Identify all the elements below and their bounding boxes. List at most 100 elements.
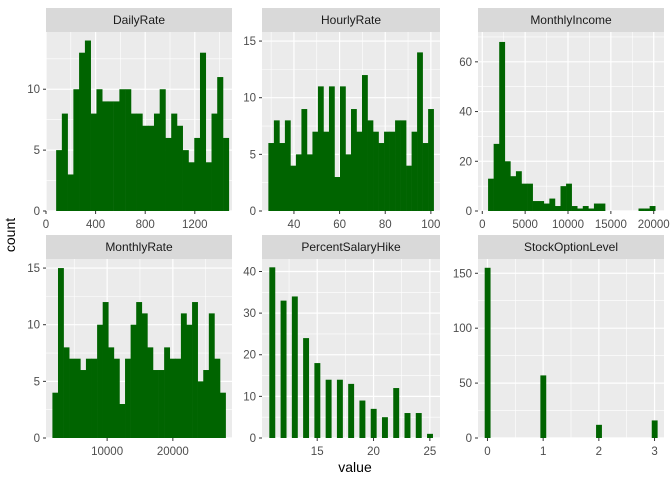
- histogram-bar: [147, 347, 154, 438]
- histogram-bar: [69, 358, 76, 438]
- facet-strip: [478, 8, 664, 32]
- y-tick-label: 0: [466, 433, 472, 445]
- y-tick-label: 10: [243, 93, 256, 105]
- y-tick-label: 10: [243, 391, 256, 403]
- y-tick-label: 20: [459, 156, 472, 168]
- histogram-bar: [571, 206, 578, 211]
- x-tick-label: 0: [43, 219, 49, 231]
- x-tick-label: 5000: [512, 219, 538, 231]
- histogram-bar: [554, 206, 561, 211]
- x-tick-label: 15000: [595, 219, 627, 231]
- facet-panel: StockOptionLevel 0 1 2 3 0 50 100 150: [453, 235, 664, 458]
- histogram-bar: [393, 388, 400, 438]
- histogram-bar: [119, 89, 126, 211]
- histogram-bar: [199, 52, 207, 211]
- histogram-bar: [334, 177, 341, 211]
- y-tick-label: 0: [250, 433, 256, 445]
- histogram-bar: [192, 302, 198, 438]
- histogram-bar: [415, 413, 422, 438]
- y-tick-label: 10: [27, 320, 40, 332]
- histogram-bar: [336, 379, 343, 438]
- histogram-bar: [194, 137, 201, 211]
- x-tick-label: 1: [540, 446, 546, 458]
- histogram-bar: [165, 137, 172, 211]
- y-tick-label: 0: [34, 206, 40, 218]
- histogram-bar: [351, 109, 357, 211]
- histogram-bar: [577, 208, 584, 211]
- histogram-bar: [540, 375, 547, 438]
- facet-title: StockOptionLevel: [524, 240, 618, 254]
- histogram-bar: [67, 174, 74, 211]
- histogram-bar: [180, 313, 187, 438]
- histogram-bar: [303, 338, 310, 438]
- histogram-bar: [596, 424, 602, 438]
- histogram-bar: [211, 113, 218, 211]
- y-tick-label: 15: [243, 36, 256, 48]
- x-tick-label: 40: [288, 219, 301, 231]
- histogram-bar: [96, 89, 103, 211]
- histogram-bar: [197, 381, 204, 438]
- histogram-bar: [644, 208, 650, 211]
- histogram-bar: [312, 131, 319, 211]
- facet-strip: [262, 235, 440, 259]
- facet-panel: MonthlyRate 10000 20000 0 5 10 15: [27, 235, 232, 458]
- facet-strip: [46, 8, 232, 32]
- histogram-bar: [373, 131, 379, 211]
- histogram-bar: [314, 363, 321, 438]
- histogram-bar: [91, 358, 98, 438]
- histogram-bar: [171, 113, 178, 211]
- histogram-bar: [188, 162, 195, 211]
- histogram-bar: [279, 143, 286, 211]
- y-tick-label: 0: [250, 206, 256, 218]
- y-tick-label: 0: [466, 206, 472, 218]
- histogram-bar: [136, 113, 143, 211]
- histogram-bar: [328, 86, 335, 211]
- histogram-bar: [417, 52, 423, 211]
- histogram-bar: [395, 120, 401, 211]
- histogram-bar: [280, 300, 287, 438]
- histogram-bar: [290, 165, 297, 211]
- histogram-bar: [102, 302, 109, 438]
- y-tick-label: 15: [27, 263, 40, 275]
- x-axis-title: value: [338, 459, 372, 475]
- x-tick-label: 20000: [638, 219, 670, 231]
- histogram-bar: [306, 154, 313, 211]
- histogram-bar: [97, 324, 103, 438]
- y-tick-label: 5: [250, 149, 256, 161]
- x-tick-label: 10000: [91, 446, 123, 458]
- histogram-bar: [85, 358, 92, 438]
- histogram-bar: [404, 413, 411, 438]
- histogram-bar: [74, 358, 81, 438]
- histogram-bar: [175, 358, 182, 438]
- histogram-bar: [649, 206, 656, 211]
- histogram-bar: [208, 313, 215, 438]
- y-tick-label: 20: [243, 350, 256, 362]
- facet-title: MonthlyIncome: [530, 13, 612, 27]
- histogram-bar: [651, 420, 658, 438]
- x-tick-label: 400: [86, 219, 105, 231]
- histogram-bar: [186, 324, 193, 438]
- histogram-bar: [61, 113, 68, 211]
- histogram-bar: [108, 347, 115, 438]
- y-tick-label: 30: [243, 308, 256, 320]
- y-tick-label: 0: [34, 433, 40, 445]
- histogram-bar: [515, 171, 522, 211]
- histogram-bar: [176, 125, 183, 211]
- histogram-bar: [152, 370, 159, 438]
- histogram-bar: [269, 267, 276, 438]
- histogram-bar: [493, 143, 500, 211]
- facet-title: MonthlyRate: [105, 240, 173, 254]
- histogram-bar: [538, 201, 545, 211]
- histogram-bar: [384, 131, 390, 211]
- facet-panel: PercentSalaryHike 15 20 25 0 10 20 30 40: [243, 235, 440, 458]
- histogram-bar: [159, 89, 166, 211]
- histogram-bar: [582, 206, 589, 211]
- histogram-bar: [125, 89, 132, 211]
- y-axis-title: count: [2, 218, 18, 252]
- histogram-bar: [80, 370, 87, 438]
- histogram-bar: [317, 86, 324, 211]
- histogram-bar: [356, 131, 363, 211]
- histogram-bar: [549, 198, 556, 211]
- x-tick-label: 15: [311, 446, 324, 458]
